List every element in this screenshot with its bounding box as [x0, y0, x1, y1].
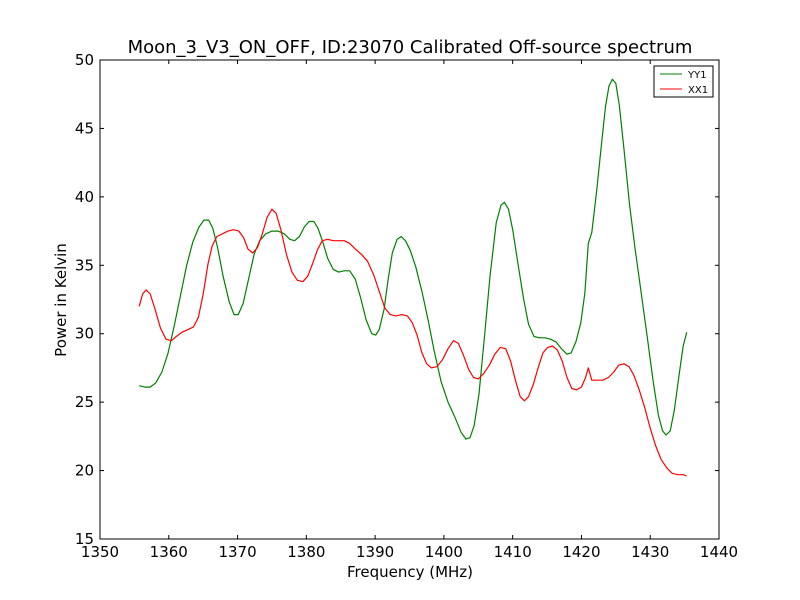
y-tick-label: 25: [75, 393, 94, 411]
chart-title: Moon_3_V3_ON_OFF, ID:23070 Calibrated Of…: [128, 37, 693, 58]
x-axis: 1350 1360 1370 1380 1390 1400 1410 1420 1430 1440: [81, 60, 738, 561]
y-axis: 15 20 25 30 35 40 45 50: [75, 51, 719, 548]
x-tick-label: 1420: [562, 543, 600, 561]
legend-label-xx1: XX1: [688, 85, 708, 96]
x-axis-label: Frequency (MHz): [347, 563, 473, 581]
legend: YY1 XX1: [653, 65, 714, 98]
y-tick-label: 35: [75, 256, 94, 274]
x-tick-label: 1410: [494, 543, 532, 561]
plot-frame: [99, 59, 720, 540]
x-tick-label: 1390: [356, 543, 394, 561]
y-tick-label: 30: [75, 325, 94, 343]
y-tick-label: 20: [75, 462, 94, 480]
y-tick-label: 50: [75, 51, 94, 69]
y-tick-label: 40: [75, 188, 94, 206]
x-tick-label: 1370: [218, 543, 256, 561]
plot-area: [99, 59, 720, 540]
x-tick-label: 1360: [150, 543, 188, 561]
x-tick-label: 1350: [81, 543, 119, 561]
series-line-yy1: [139, 78, 688, 440]
y-axis-label: Power in Kelvin: [52, 243, 70, 357]
legend-label-yy1: YY1: [687, 70, 707, 81]
x-tick-label: 1400: [425, 543, 463, 561]
y-tick-label: 15: [75, 530, 94, 548]
legend-box: [653, 65, 714, 98]
y-tick-label: 45: [75, 119, 94, 137]
x-tick-label: 1430: [631, 543, 669, 561]
series-line-xx1: [138, 208, 687, 477]
x-tick-label: 1440: [700, 543, 738, 561]
x-tick-label: 1380: [287, 543, 325, 561]
